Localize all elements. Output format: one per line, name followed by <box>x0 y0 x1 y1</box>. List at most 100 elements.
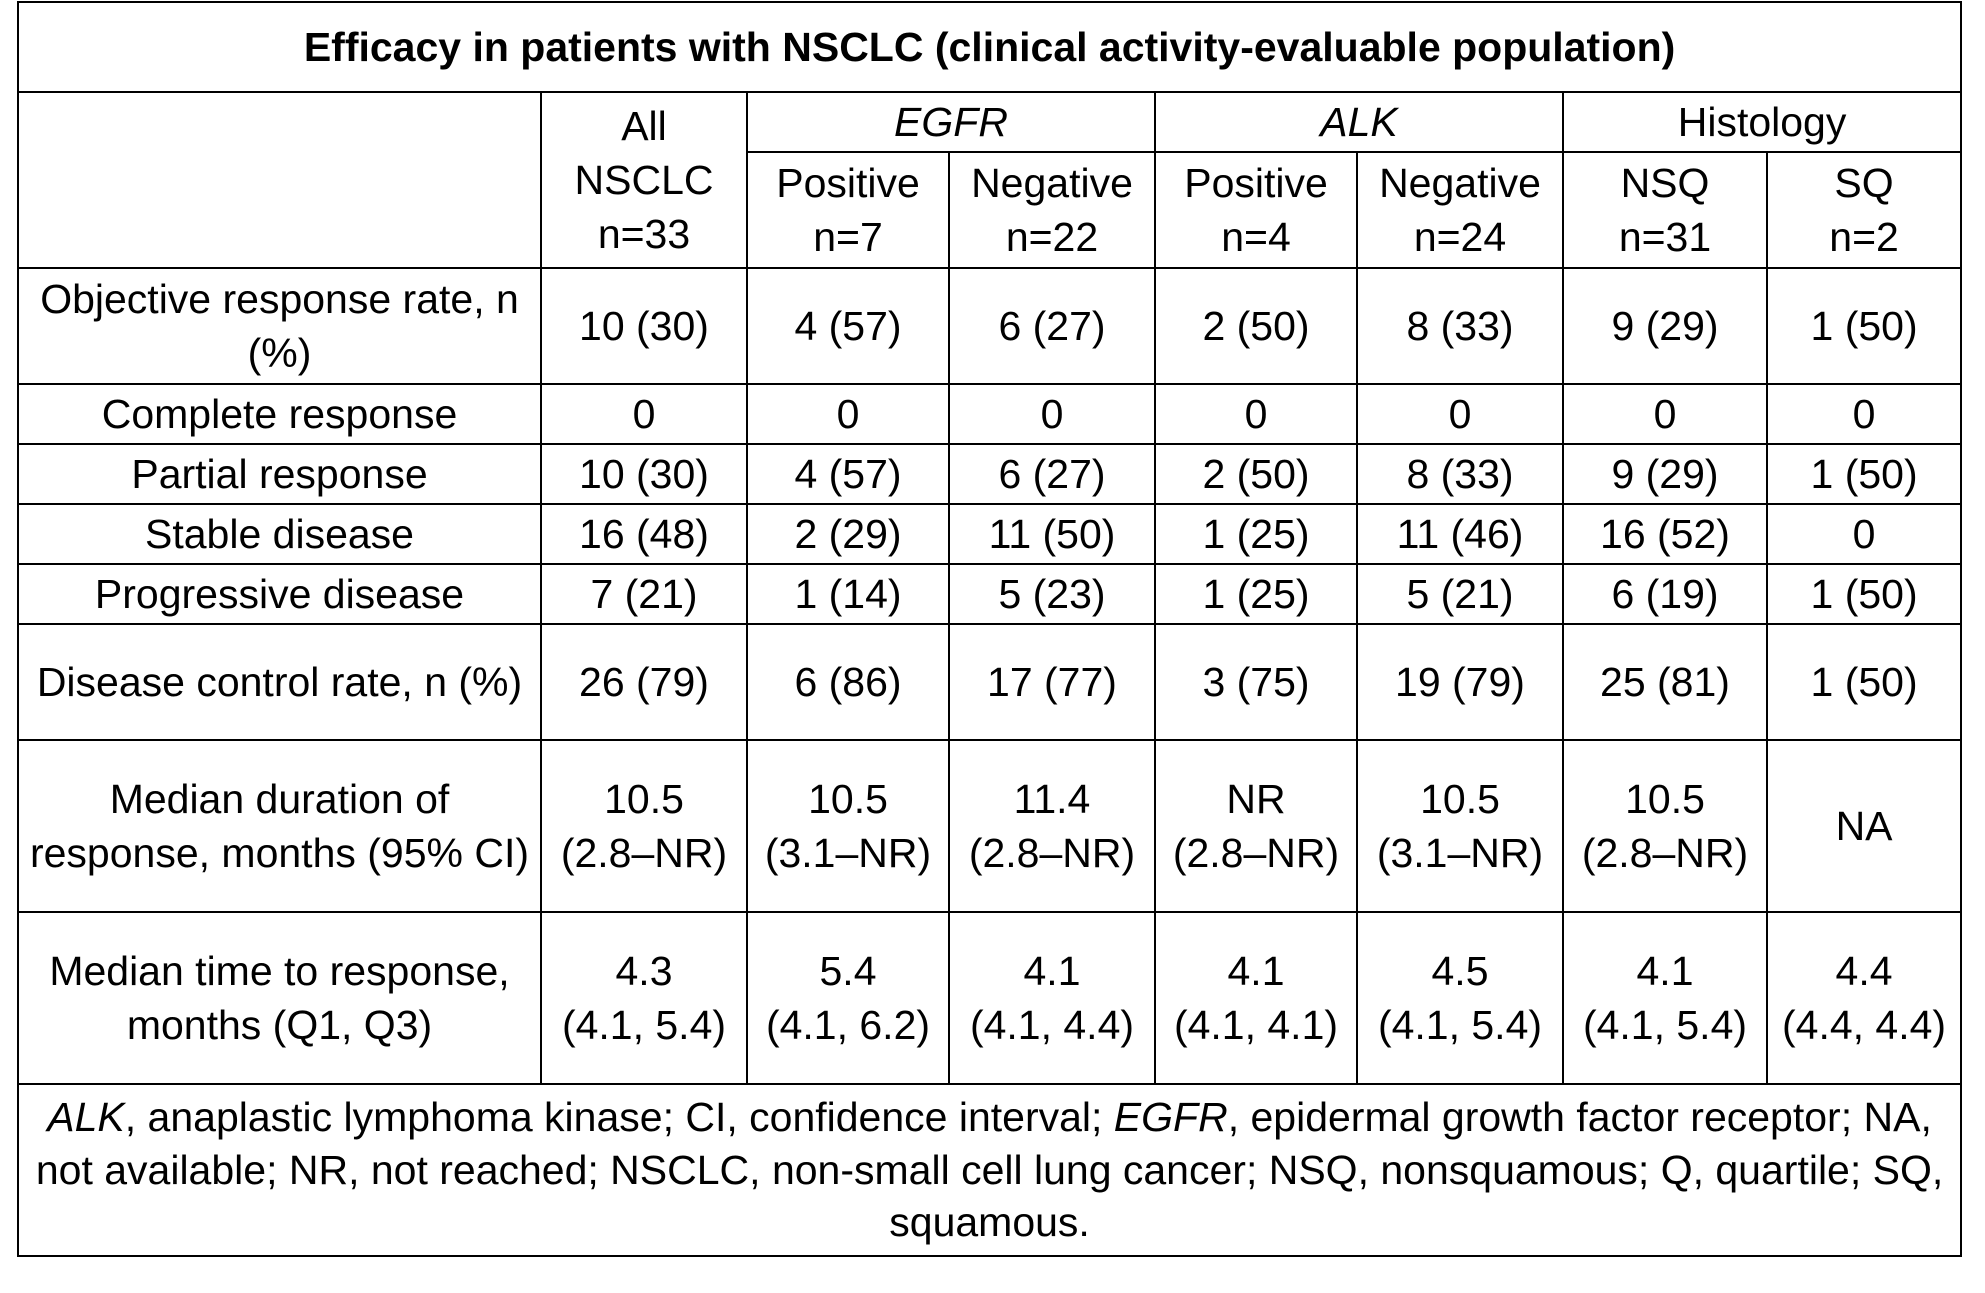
table-cell: 4.4 (4.4, 4.4) <box>1765 911 1963 1085</box>
table-cell: 26 (79) <box>540 623 748 741</box>
table-cell: 6 (27) <box>948 443 1156 505</box>
table-cell: 1 (25) <box>1154 563 1358 625</box>
subheader-label: Negative <box>1379 159 1541 206</box>
subheader-nsq: NSQ n=31 <box>1562 151 1768 269</box>
table-cell: 17 (77) <box>948 623 1156 741</box>
table-cell: 0 <box>948 383 1156 445</box>
subheader-n: n=24 <box>1413 214 1507 260</box>
cell-line: 4.3 <box>615 947 673 994</box>
table-cell: 3 (75) <box>1154 623 1358 741</box>
header-all-line3: n=33 <box>597 211 691 258</box>
cell-line: 11.4 <box>1013 775 1091 822</box>
cell-line: NA <box>1835 802 1893 849</box>
table-row: Complete response 0 0 0 0 0 0 0 <box>17 383 1963 445</box>
row-label: Median duration of response, months (95%… <box>17 739 542 913</box>
cell-line: (2.8–NR) <box>560 830 728 876</box>
cell-line: (4.4, 4.4) <box>1782 1002 1947 1048</box>
cell-line: 10.5 <box>1625 775 1705 822</box>
table-cell: NR (2.8–NR) <box>1154 739 1358 913</box>
table-cell: 0 <box>1356 383 1564 445</box>
table-cell: 5 (21) <box>1356 563 1564 625</box>
subheader-n: n=4 <box>1221 214 1291 260</box>
table-cell: 1 (25) <box>1154 503 1358 565</box>
row-label: Objective response rate, n (%) <box>17 267 542 385</box>
row-label: Median time to response, months (Q1, Q3) <box>17 911 542 1085</box>
table-cell: 10 (30) <box>540 267 748 385</box>
cell-line: NR <box>1226 775 1286 822</box>
table-cell: 1 (50) <box>1765 623 1963 741</box>
subheader-alk-positive: Positive n=4 <box>1154 151 1358 269</box>
footnote-row: ALK, anaplastic lymphoma kinase; CI, con… <box>16 1083 1963 1257</box>
subheader-label: Positive <box>1184 159 1328 206</box>
cell-line: (4.1, 6.2) <box>765 1002 931 1048</box>
table-cell: 10.5 (2.8–NR) <box>1562 739 1768 913</box>
cell-line: (4.1, 5.4) <box>561 1002 727 1048</box>
cell-line: 4.5 <box>1431 947 1489 994</box>
subheader-n: n=2 <box>1829 214 1899 260</box>
row-label: Progressive disease <box>17 563 542 625</box>
table-cell: 9 (29) <box>1562 443 1768 505</box>
footnote-segment: EGFR <box>1113 1094 1228 1141</box>
cell-line: (2.8–NR) <box>968 830 1136 876</box>
subgroup-header-row: Positive n=7 Negative n=22 Positive n=4 … <box>18 151 1963 269</box>
cell-line: (3.1–NR) <box>764 830 932 876</box>
table-cell: 8 (33) <box>1356 267 1564 385</box>
subheader-egfr-negative: Negative n=22 <box>948 151 1156 269</box>
table-cell: 0 <box>1765 503 1963 565</box>
table-cell: 1 (50) <box>1765 563 1963 625</box>
table-cell: 1 (14) <box>746 563 950 625</box>
row-label: Stable disease <box>17 503 542 565</box>
cell-line: 4.1 <box>1023 947 1081 994</box>
table-cell: 0 <box>1562 383 1768 445</box>
table-cell: 9 (29) <box>1562 267 1768 385</box>
table-cell: 6 (27) <box>948 267 1156 385</box>
cell-line: (2.8–NR) <box>1172 830 1340 876</box>
table-row: Objective response rate, n (%) 10 (30) 4 (… <box>17 267 1963 385</box>
table-title: Efficacy in patients with NSCLC (clinica… <box>16 1 1963 93</box>
table-cell: 0 <box>1154 383 1358 445</box>
table-cell: 4.5 (4.1, 5.4) <box>1356 911 1564 1085</box>
cell-line: (3.1–NR) <box>1376 830 1544 876</box>
table-cell: 6 (19) <box>1562 563 1768 625</box>
table-cell: 16 (48) <box>540 503 748 565</box>
cell-line: 4.4 <box>1835 947 1893 994</box>
table-cell: 16 (52) <box>1562 503 1768 565</box>
subheader-label: Positive <box>776 159 920 206</box>
header-all-nsclc: All NSCLC n=33 <box>540 91 748 269</box>
table-footnote: ALK, anaplastic lymphoma kinase; CI, con… <box>16 1083 1963 1257</box>
table-cell: 2 (50) <box>1154 443 1358 505</box>
footnote-segment: , anaplastic lymphoma kinase; CI, confid… <box>124 1094 1114 1141</box>
footnote-segment: ALK <box>47 1094 125 1141</box>
cell-line: 5.4 <box>819 947 877 994</box>
subheader-n: n=7 <box>813 214 883 260</box>
table-row: Disease control rate, n (%) 26 (79) 6 (86)… <box>17 623 1963 741</box>
table-cell: 11 (46) <box>1356 503 1564 565</box>
table-cell: 0 <box>746 383 950 445</box>
table-cell: 1 (50) <box>1765 267 1963 385</box>
table-cell: 10.5 (3.1–NR) <box>1356 739 1564 913</box>
table-cell: 4.3 (4.1, 5.4) <box>540 911 748 1085</box>
cell-line: 4.1 <box>1636 947 1694 994</box>
table-cell: 5 (23) <box>948 563 1156 625</box>
table-row: Median duration of response, months (95%… <box>17 739 1963 913</box>
subheader-n: n=22 <box>1005 214 1099 260</box>
table-cell: 5.4 (4.1, 6.2) <box>746 911 950 1085</box>
table-cell: 0 <box>1765 383 1963 445</box>
table-cell: 2 (50) <box>1154 267 1358 385</box>
efficacy-table: Efficacy in patients with NSCLC (clinica… <box>16 1 1963 1257</box>
table-cell: 6 (86) <box>746 623 950 741</box>
table-row: Median time to response, months (Q1, Q3)… <box>17 911 1963 1085</box>
row-label: Partial response <box>17 443 542 505</box>
cell-line: (4.1, 4.4) <box>969 1002 1135 1048</box>
table-cell: 25 (81) <box>1562 623 1768 741</box>
table-cell: 4.1 (4.1, 4.1) <box>1154 911 1358 1085</box>
table-cell: 10.5 (3.1–NR) <box>746 739 950 913</box>
table-row: Stable disease 16 (48) 2 (29) 11 (50) 1 (25)… <box>17 503 1963 565</box>
subheader-label: NSQ <box>1620 159 1710 206</box>
group-header-histology: Histology <box>1561 91 1963 153</box>
row-label: Disease control rate, n (%) <box>17 623 542 741</box>
row-label: Complete response <box>17 383 542 445</box>
table-cell: 4.1 (4.1, 5.4) <box>1562 911 1768 1085</box>
table-body: Efficacy in patients with NSCLC (clinica… <box>16 1 1963 1257</box>
group-header-alk: ALK <box>1154 91 1564 153</box>
